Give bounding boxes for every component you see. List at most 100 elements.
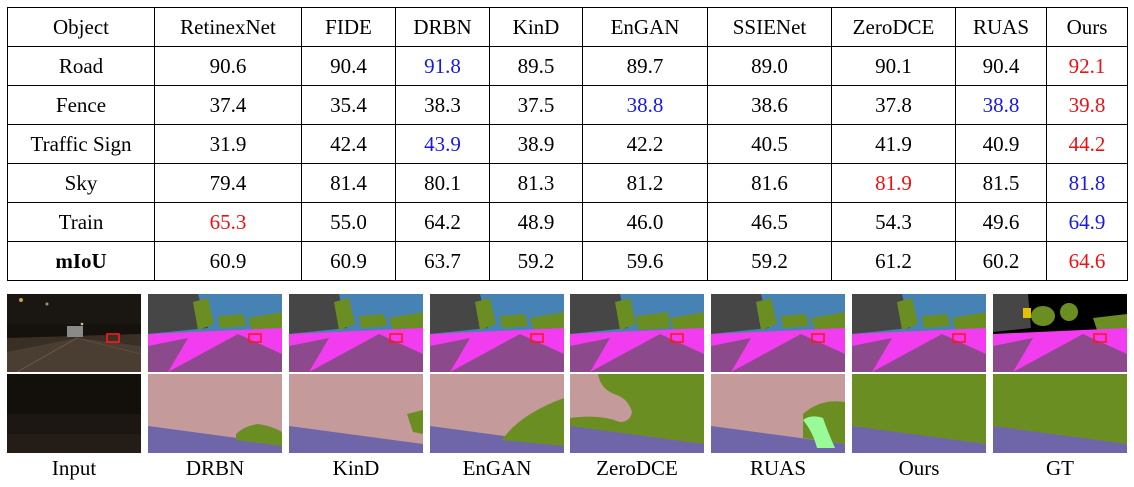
caption-input: Input [51, 456, 97, 480]
score-cell: 40.9 [955, 124, 1047, 164]
score-cell: 48.9 [489, 202, 583, 242]
score-cell: 38.6 [707, 85, 832, 125]
zerodce-crop-segmentation [570, 374, 704, 453]
score-cell: 90.4 [301, 46, 396, 86]
score-cell: 44.2 [1046, 124, 1128, 164]
score-cell: 39.8 [1046, 85, 1128, 125]
score-cell: 54.3 [831, 202, 956, 242]
row-label: Train [7, 202, 155, 242]
table-row: Train 65.3 55.0 64.2 48.9 46.0 46.5 54.3 49.6 64.… [7, 202, 1128, 242]
score-cell: 92.1 [1046, 46, 1128, 86]
results-table: Object RetinexNet FIDE DRBN KinD EnGAN SSIENet… [7, 7, 1128, 281]
score-cell: 81.6 [707, 163, 832, 203]
score-cell: 46.5 [707, 202, 832, 242]
caption-drbn: DRBN [185, 456, 245, 480]
score-cell: 46.0 [582, 202, 708, 242]
table-row: Sky 79.4 81.4 80.1 81.3 81.2 81.6 81.9 81.5 81.8 [7, 163, 1128, 203]
table-row: mIoU 60.9 60.9 63.7 59.2 59.6 59.2 61.2 60.2 64.6 [7, 241, 1128, 281]
score-cell: 80.1 [395, 163, 490, 203]
table-row: Traffic Sign 31.9 42.4 43.9 38.9 42.2 40.5 41.9… [7, 124, 1128, 164]
header-method: KinD [489, 7, 583, 47]
engan-full-segmentation [430, 294, 564, 372]
score-cell: 79.4 [154, 163, 302, 203]
input-full-image [7, 294, 141, 372]
row-label: Road [7, 46, 155, 86]
row-label: mIoU [7, 241, 155, 281]
score-cell: 81.2 [582, 163, 708, 203]
score-cell: 38.9 [489, 124, 583, 164]
score-cell: 60.2 [955, 241, 1047, 281]
caption-gt: GT [1046, 456, 1074, 480]
score-cell: 89.0 [707, 46, 832, 86]
score-cell: 38.8 [582, 85, 708, 125]
score-cell: 81.9 [831, 163, 956, 203]
score-cell: 81.8 [1046, 163, 1128, 203]
score-cell: 59.6 [582, 241, 708, 281]
table-body: Road 90.6 90.4 91.8 89.5 89.7 89.0 90.1 90.4 92.1… [7, 46, 1128, 281]
ours-full-segmentation [852, 294, 986, 372]
score-cell: 41.9 [831, 124, 956, 164]
engan-crop-segmentation [430, 374, 564, 453]
header-method: SSIENet [707, 7, 832, 47]
kind-crop-segmentation [289, 374, 423, 453]
score-cell: 37.5 [489, 85, 583, 125]
ruas-full-segmentation [711, 294, 845, 372]
score-cell: 81.3 [489, 163, 583, 203]
score-cell: 59.2 [707, 241, 832, 281]
score-cell: 61.2 [831, 241, 956, 281]
header-method: DRBN [395, 7, 490, 47]
score-cell: 42.2 [582, 124, 708, 164]
score-cell: 49.6 [955, 202, 1047, 242]
header-method: ZeroDCE [831, 7, 956, 47]
table-row: Fence 37.4 35.4 38.3 37.5 38.8 38.6 37.8 38.8 39.… [7, 85, 1128, 125]
table-header-row: Object RetinexNet FIDE DRBN KinD EnGAN SSIENet… [7, 7, 1128, 47]
score-cell: 42.4 [301, 124, 396, 164]
header-method: EnGAN [582, 7, 708, 47]
score-cell: 38.8 [955, 85, 1047, 125]
row-label: Fence [7, 85, 155, 125]
kind-full-segmentation [289, 294, 423, 372]
header-object: Object [7, 7, 155, 47]
score-cell: 90.1 [831, 46, 956, 86]
drbn-full-segmentation [148, 294, 282, 372]
score-cell: 63.7 [395, 241, 490, 281]
header-method: Ours [1046, 7, 1128, 47]
score-cell: 38.3 [395, 85, 490, 125]
row-label: Traffic Sign [7, 124, 155, 164]
score-cell: 31.9 [154, 124, 302, 164]
gt-full-segmentation [993, 294, 1127, 372]
header-method: RUAS [955, 7, 1047, 47]
table-row: Road 90.6 90.4 91.8 89.5 89.7 89.0 90.1 90.4 92.1 [7, 46, 1128, 86]
score-cell: 91.8 [395, 46, 490, 86]
score-cell: 59.2 [489, 241, 583, 281]
ours-crop-segmentation [852, 374, 986, 453]
score-cell: 35.4 [301, 85, 396, 125]
caption-ours: Ours [898, 456, 940, 480]
score-cell: 43.9 [395, 124, 490, 164]
header-method: FIDE [301, 7, 396, 47]
score-cell: 90.4 [955, 46, 1047, 86]
score-cell: 89.7 [582, 46, 708, 86]
score-cell: 90.6 [154, 46, 302, 86]
header-method: RetinexNet [154, 7, 302, 47]
caption-ruas: RUAS [749, 456, 807, 480]
zerodce-full-segmentation [570, 294, 704, 372]
input-crop-image [7, 374, 141, 453]
score-cell: 64.6 [1046, 241, 1128, 281]
score-cell: 37.8 [831, 85, 956, 125]
score-cell: 60.9 [154, 241, 302, 281]
row-label: Sky [7, 163, 155, 203]
caption-engan: EnGAN [462, 456, 532, 480]
gt-crop-segmentation [993, 374, 1127, 453]
score-cell: 55.0 [301, 202, 396, 242]
score-cell: 64.2 [395, 202, 490, 242]
drbn-crop-segmentation [148, 374, 282, 453]
score-cell: 64.9 [1046, 202, 1128, 242]
score-cell: 89.5 [489, 46, 583, 86]
ruas-crop-segmentation [711, 374, 845, 453]
score-cell: 81.4 [301, 163, 396, 203]
caption-zerodce: ZeroDCE [596, 456, 678, 480]
score-cell: 40.5 [707, 124, 832, 164]
score-cell: 60.9 [301, 241, 396, 281]
score-cell: 81.5 [955, 163, 1047, 203]
